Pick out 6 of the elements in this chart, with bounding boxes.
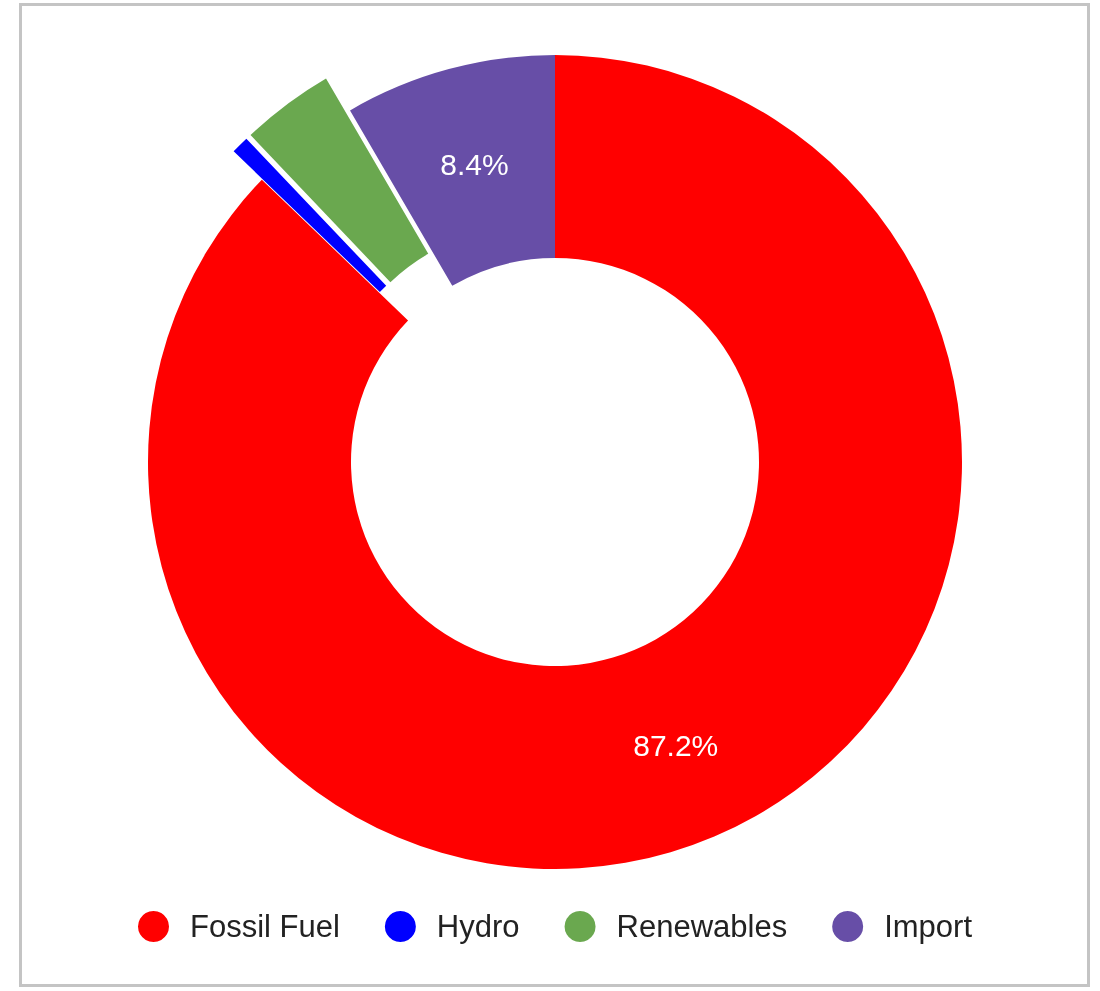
legend-label: Fossil Fuel bbox=[190, 909, 340, 944]
legend-label: Import bbox=[884, 909, 973, 944]
data-label: 8.4% bbox=[440, 147, 509, 181]
legend-label: Hydro bbox=[436, 909, 520, 944]
data-label: 87.2% bbox=[633, 729, 719, 763]
legend-label: Renewables bbox=[616, 909, 788, 944]
